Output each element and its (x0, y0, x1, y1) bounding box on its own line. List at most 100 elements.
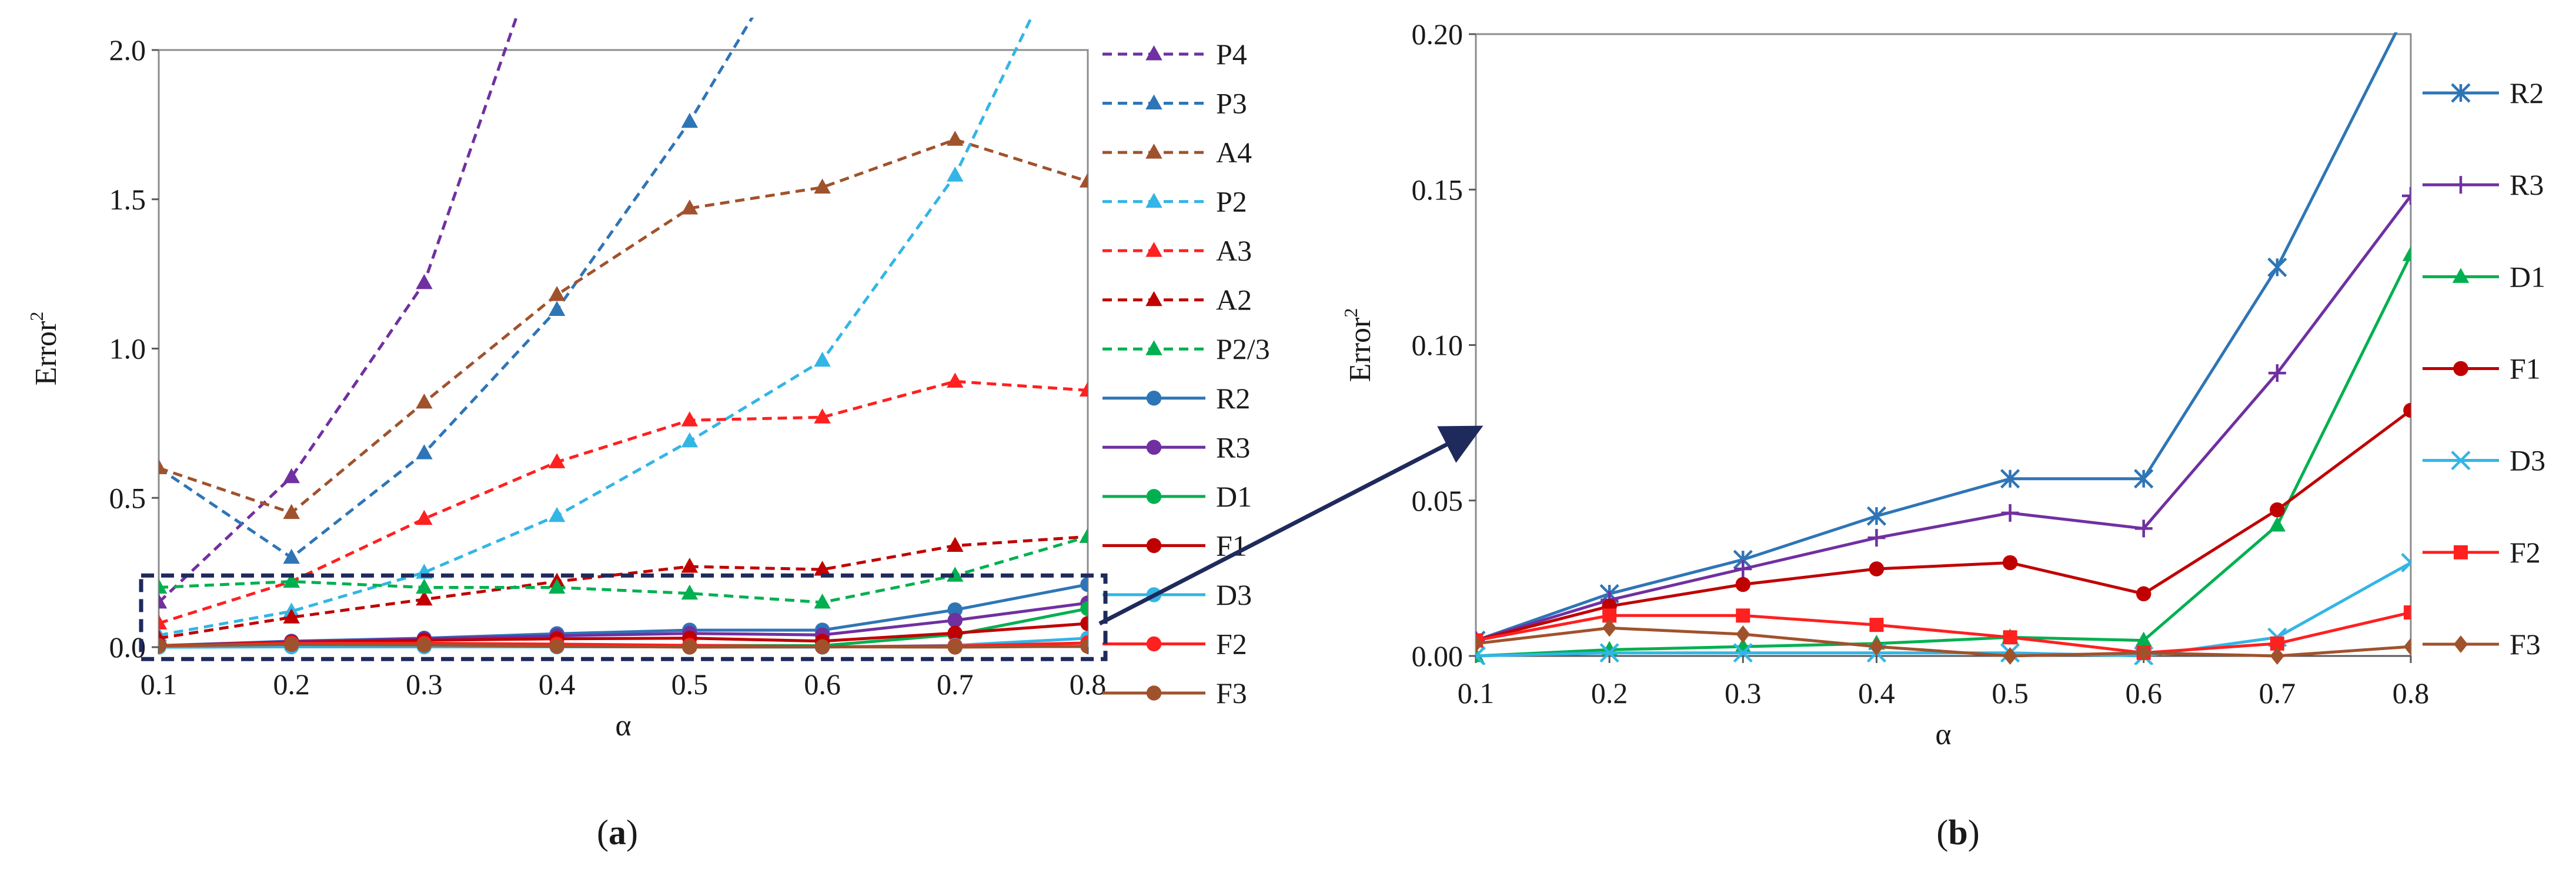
x-tick-label: 0.2 (1591, 677, 1628, 710)
data-point-f3 (549, 638, 564, 654)
data-point-r3 (2001, 504, 2019, 522)
series-line-f2 (1476, 611, 2411, 655)
data-point-a4 (416, 393, 433, 409)
y-tick-label: 0.05 (1412, 484, 1464, 517)
legend-marker (1145, 144, 1162, 159)
x-tick-label: 0.8 (2393, 677, 2430, 710)
legend-marker (1145, 291, 1162, 307)
legend-marker (1146, 538, 1162, 554)
series-line-p3 (159, 18, 754, 559)
series-line-a4 (159, 138, 1088, 515)
data-point-p3 (548, 301, 566, 317)
data-point-a2 (416, 590, 433, 606)
legend-marker (1146, 391, 1162, 406)
legend-label: A3 (1216, 234, 1252, 267)
chart-panel-a: 0.00.51.01.52.00.1 0.2 0.3 0.4 0.5 0.6 0.7 0.8α… (26, 18, 1270, 742)
legend-label: F3 (2510, 628, 2541, 661)
y-tick-label: 0.5 (109, 481, 146, 514)
data-point-f1 (2403, 402, 2411, 418)
data-point-a4 (548, 286, 566, 301)
legend-marker (1146, 685, 1162, 701)
data-point-r2 (1866, 506, 1887, 526)
data-point-r2 (1080, 577, 1088, 592)
data-point-r3 (947, 612, 963, 628)
data-point-f2 (1736, 608, 1750, 623)
x-tick-label: 0.4 (1858, 677, 1895, 710)
series-line-a2 (159, 535, 1088, 640)
series-group (1476, 0, 2420, 665)
x-tick-label: 0.8 (1070, 668, 1107, 701)
data-point-f1 (1735, 577, 1751, 592)
data-point-f3 (1736, 625, 1750, 644)
data-point-f3 (2404, 638, 2411, 656)
legend-label: D1 (2510, 260, 2545, 293)
x-tick-label: 0.3 (1725, 677, 1762, 710)
legend-label: R3 (1216, 431, 1250, 464)
data-point-d1 (2268, 517, 2286, 532)
legend-label: R2 (1216, 382, 1250, 415)
plot-area-frame (1475, 33, 2412, 657)
data-point-f2 (2404, 605, 2411, 620)
series-line-a3 (159, 379, 1088, 625)
legend-marker (2454, 635, 2468, 653)
data-point-p4 (283, 468, 300, 484)
data-point-d3 (1476, 646, 1486, 665)
x-axis-label: α (615, 709, 631, 742)
data-point-a2 (681, 557, 699, 573)
zoom-box (139, 573, 1108, 661)
y-tick-label: 0.10 (1412, 329, 1464, 362)
x-tick-label: 0.5 (1992, 677, 2029, 710)
data-point-d3 (1599, 643, 1619, 663)
data-point-f3 (159, 638, 166, 654)
caption-a: (a) (597, 813, 638, 852)
legend-marker (2451, 451, 2471, 471)
series-line-f1 (1476, 409, 2411, 642)
data-point-f3 (1476, 634, 1483, 652)
data-point-p2-3 (548, 578, 566, 594)
legend-marker (2452, 268, 2470, 283)
data-point-a4 (283, 504, 300, 519)
data-point-f2 (2003, 630, 2017, 645)
legend-marker (2451, 83, 2471, 103)
data-point-a4 (947, 131, 964, 146)
series-line-p2 (159, 18, 1033, 637)
data-point-r2 (2134, 469, 2154, 489)
x-tick-label: 0.4 (539, 668, 576, 701)
legend-label: D3 (2510, 444, 2545, 477)
data-point-p2-3 (947, 567, 964, 582)
legend-label: P2 (1216, 185, 1247, 218)
y-tick-label: 0.20 (1412, 18, 1464, 51)
data-point-a2 (814, 561, 831, 576)
data-point-f1 (2136, 586, 2151, 602)
data-point-r2 (2402, 0, 2420, 12)
data-point-p4 (416, 274, 433, 289)
data-point-f2 (1869, 618, 1884, 632)
y-axis-label: Error2 (1340, 308, 1377, 382)
data-point-f3 (2270, 647, 2284, 665)
data-point-a2 (947, 537, 964, 552)
data-point-p3 (416, 444, 433, 459)
data-point-a3 (159, 614, 168, 629)
series-line-p2-3 (159, 535, 1088, 604)
data-point-p2 (548, 507, 566, 522)
series-line-d1 (1476, 254, 2411, 658)
data-point-d1 (2402, 246, 2411, 261)
data-point-f1 (1869, 561, 1885, 577)
chart-panel-b: 0.00 0.05 0.10 0.15 0.20 0.1 0.2 0.3 0.4 0.5 0.6 0.… (1340, 0, 2545, 751)
series-line-r3 (1476, 195, 2411, 642)
legend-marker (1146, 489, 1162, 504)
legend-marker (2453, 361, 2468, 377)
data-point-a3 (814, 408, 831, 424)
legend-marker (1146, 636, 1162, 652)
data-point-a3 (947, 372, 964, 388)
data-point-d1 (2135, 631, 2152, 647)
data-point-a4 (814, 178, 831, 194)
data-point-r3 (1867, 529, 1886, 547)
legend-marker (2454, 545, 2468, 559)
data-point-f3 (2136, 644, 2151, 662)
data-point-a4 (159, 459, 168, 474)
data-point-a3 (416, 509, 433, 525)
data-point-p3 (283, 548, 300, 564)
y-tick-label: 1.5 (109, 183, 146, 216)
legend-marker (1145, 340, 1162, 355)
